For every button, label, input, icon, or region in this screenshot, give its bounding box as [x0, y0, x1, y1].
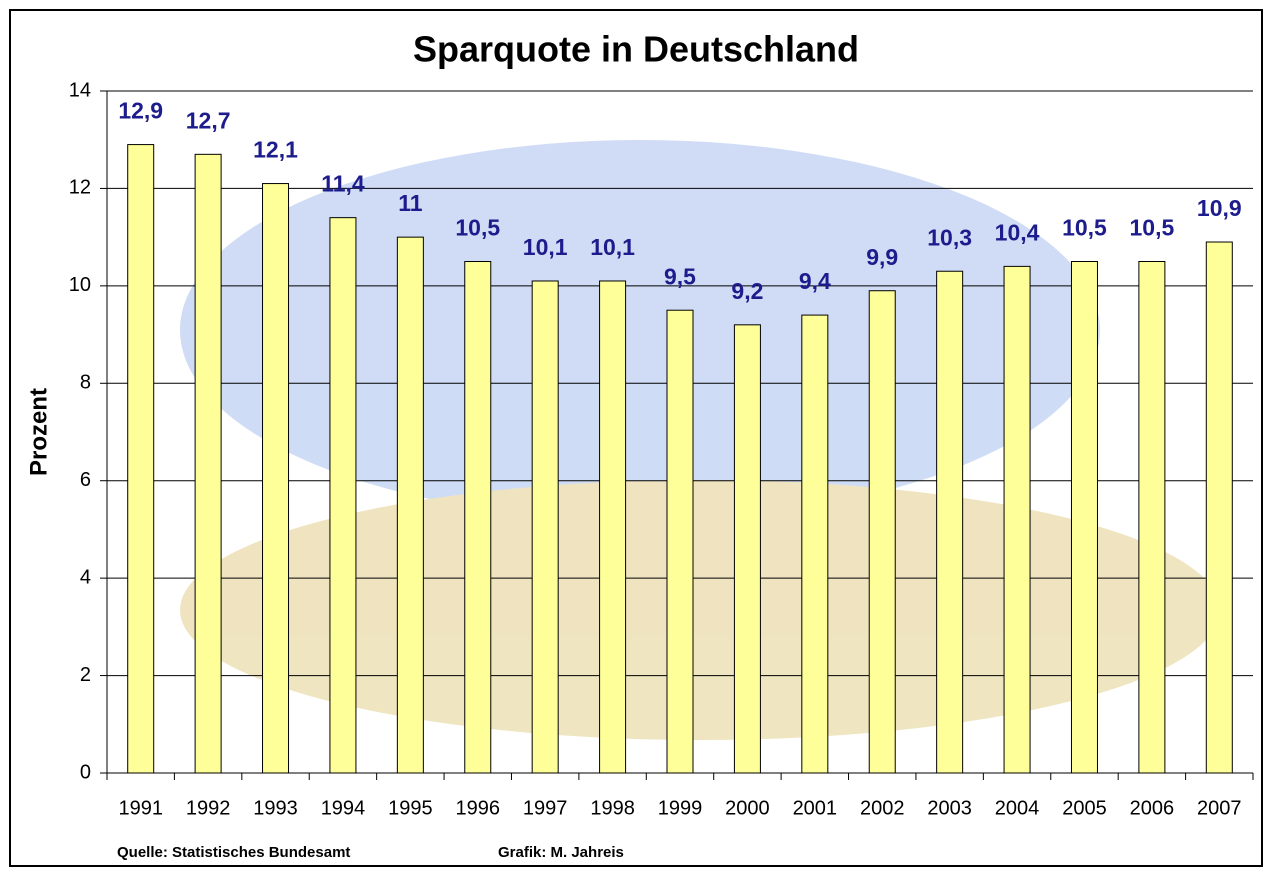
x-tick-label: 2003: [927, 797, 972, 819]
bar: [195, 154, 221, 773]
value-label: 10,5: [455, 215, 500, 241]
value-label: 10,1: [523, 234, 568, 260]
x-tick-label: 1996: [456, 797, 501, 819]
chart-title: Sparquote in Deutschland: [413, 29, 859, 70]
bar: [937, 271, 963, 773]
value-label: 12,9: [118, 98, 163, 124]
bar: [263, 184, 289, 773]
bar: [465, 262, 491, 774]
x-tick-label: 1993: [253, 797, 298, 819]
bar: [734, 325, 760, 773]
y-tick-label: 0: [80, 761, 91, 783]
x-tick-label: 2004: [995, 797, 1040, 819]
value-label: 12,1: [253, 137, 298, 163]
bar: [128, 145, 154, 773]
x-tick-label: 2006: [1130, 797, 1175, 819]
value-label: 9,5: [664, 263, 696, 289]
x-tick-label: 1995: [388, 797, 433, 819]
y-axis-label: Prozent: [25, 388, 52, 476]
y-tick-label: 12: [69, 177, 91, 199]
value-label: 9,9: [866, 244, 898, 270]
y-tick-label: 2: [80, 664, 91, 686]
value-label: 11,4: [321, 171, 365, 197]
value-label: 10,3: [927, 224, 972, 250]
y-tick-label: 14: [69, 79, 91, 101]
bar: [532, 281, 558, 773]
x-tick-label: 1994: [321, 797, 366, 819]
y-tick-label: 6: [80, 469, 91, 491]
x-tick-label: 1999: [658, 797, 703, 819]
source-note: Quelle: Statistisches Bundesamt: [117, 844, 350, 861]
bar: [1139, 262, 1165, 774]
y-tick-label: 8: [80, 372, 91, 394]
value-label: 9,4: [799, 268, 831, 294]
bar: [869, 291, 895, 773]
bar: [330, 218, 356, 773]
x-tick-label: 1991: [118, 797, 163, 819]
x-tick-label: 2002: [860, 797, 905, 819]
value-label: 10,5: [1062, 215, 1107, 241]
y-tick-label: 10: [69, 274, 91, 296]
value-label: 10,1: [590, 234, 635, 260]
value-label: 10,9: [1197, 195, 1242, 221]
value-label: 12,7: [186, 107, 231, 133]
bar: [397, 237, 423, 773]
bar: [667, 310, 693, 773]
bar: [1206, 242, 1232, 773]
x-tick-label: 2000: [725, 797, 770, 819]
bar: [1004, 266, 1030, 773]
x-tick-label: 2007: [1197, 797, 1242, 819]
x-tick-label: 1998: [590, 797, 635, 819]
credit-note: Grafik: M. Jahreis: [498, 844, 624, 861]
value-label: 11: [398, 190, 423, 216]
x-tick-label: 1997: [523, 797, 568, 819]
value-label: 10,5: [1129, 215, 1174, 241]
x-tick-label: 2001: [793, 797, 838, 819]
bar: [600, 281, 626, 773]
x-tick-label: 2005: [1062, 797, 1107, 819]
y-tick-label: 4: [80, 566, 91, 588]
chart: Sparquote in Deutschland Prozent Quelle:…: [0, 0, 1267, 871]
value-label: 10,4: [995, 219, 1040, 245]
bar: [802, 315, 828, 773]
bar: [1071, 262, 1097, 774]
x-tick-label: 1992: [186, 797, 231, 819]
value-label: 9,2: [731, 278, 763, 304]
